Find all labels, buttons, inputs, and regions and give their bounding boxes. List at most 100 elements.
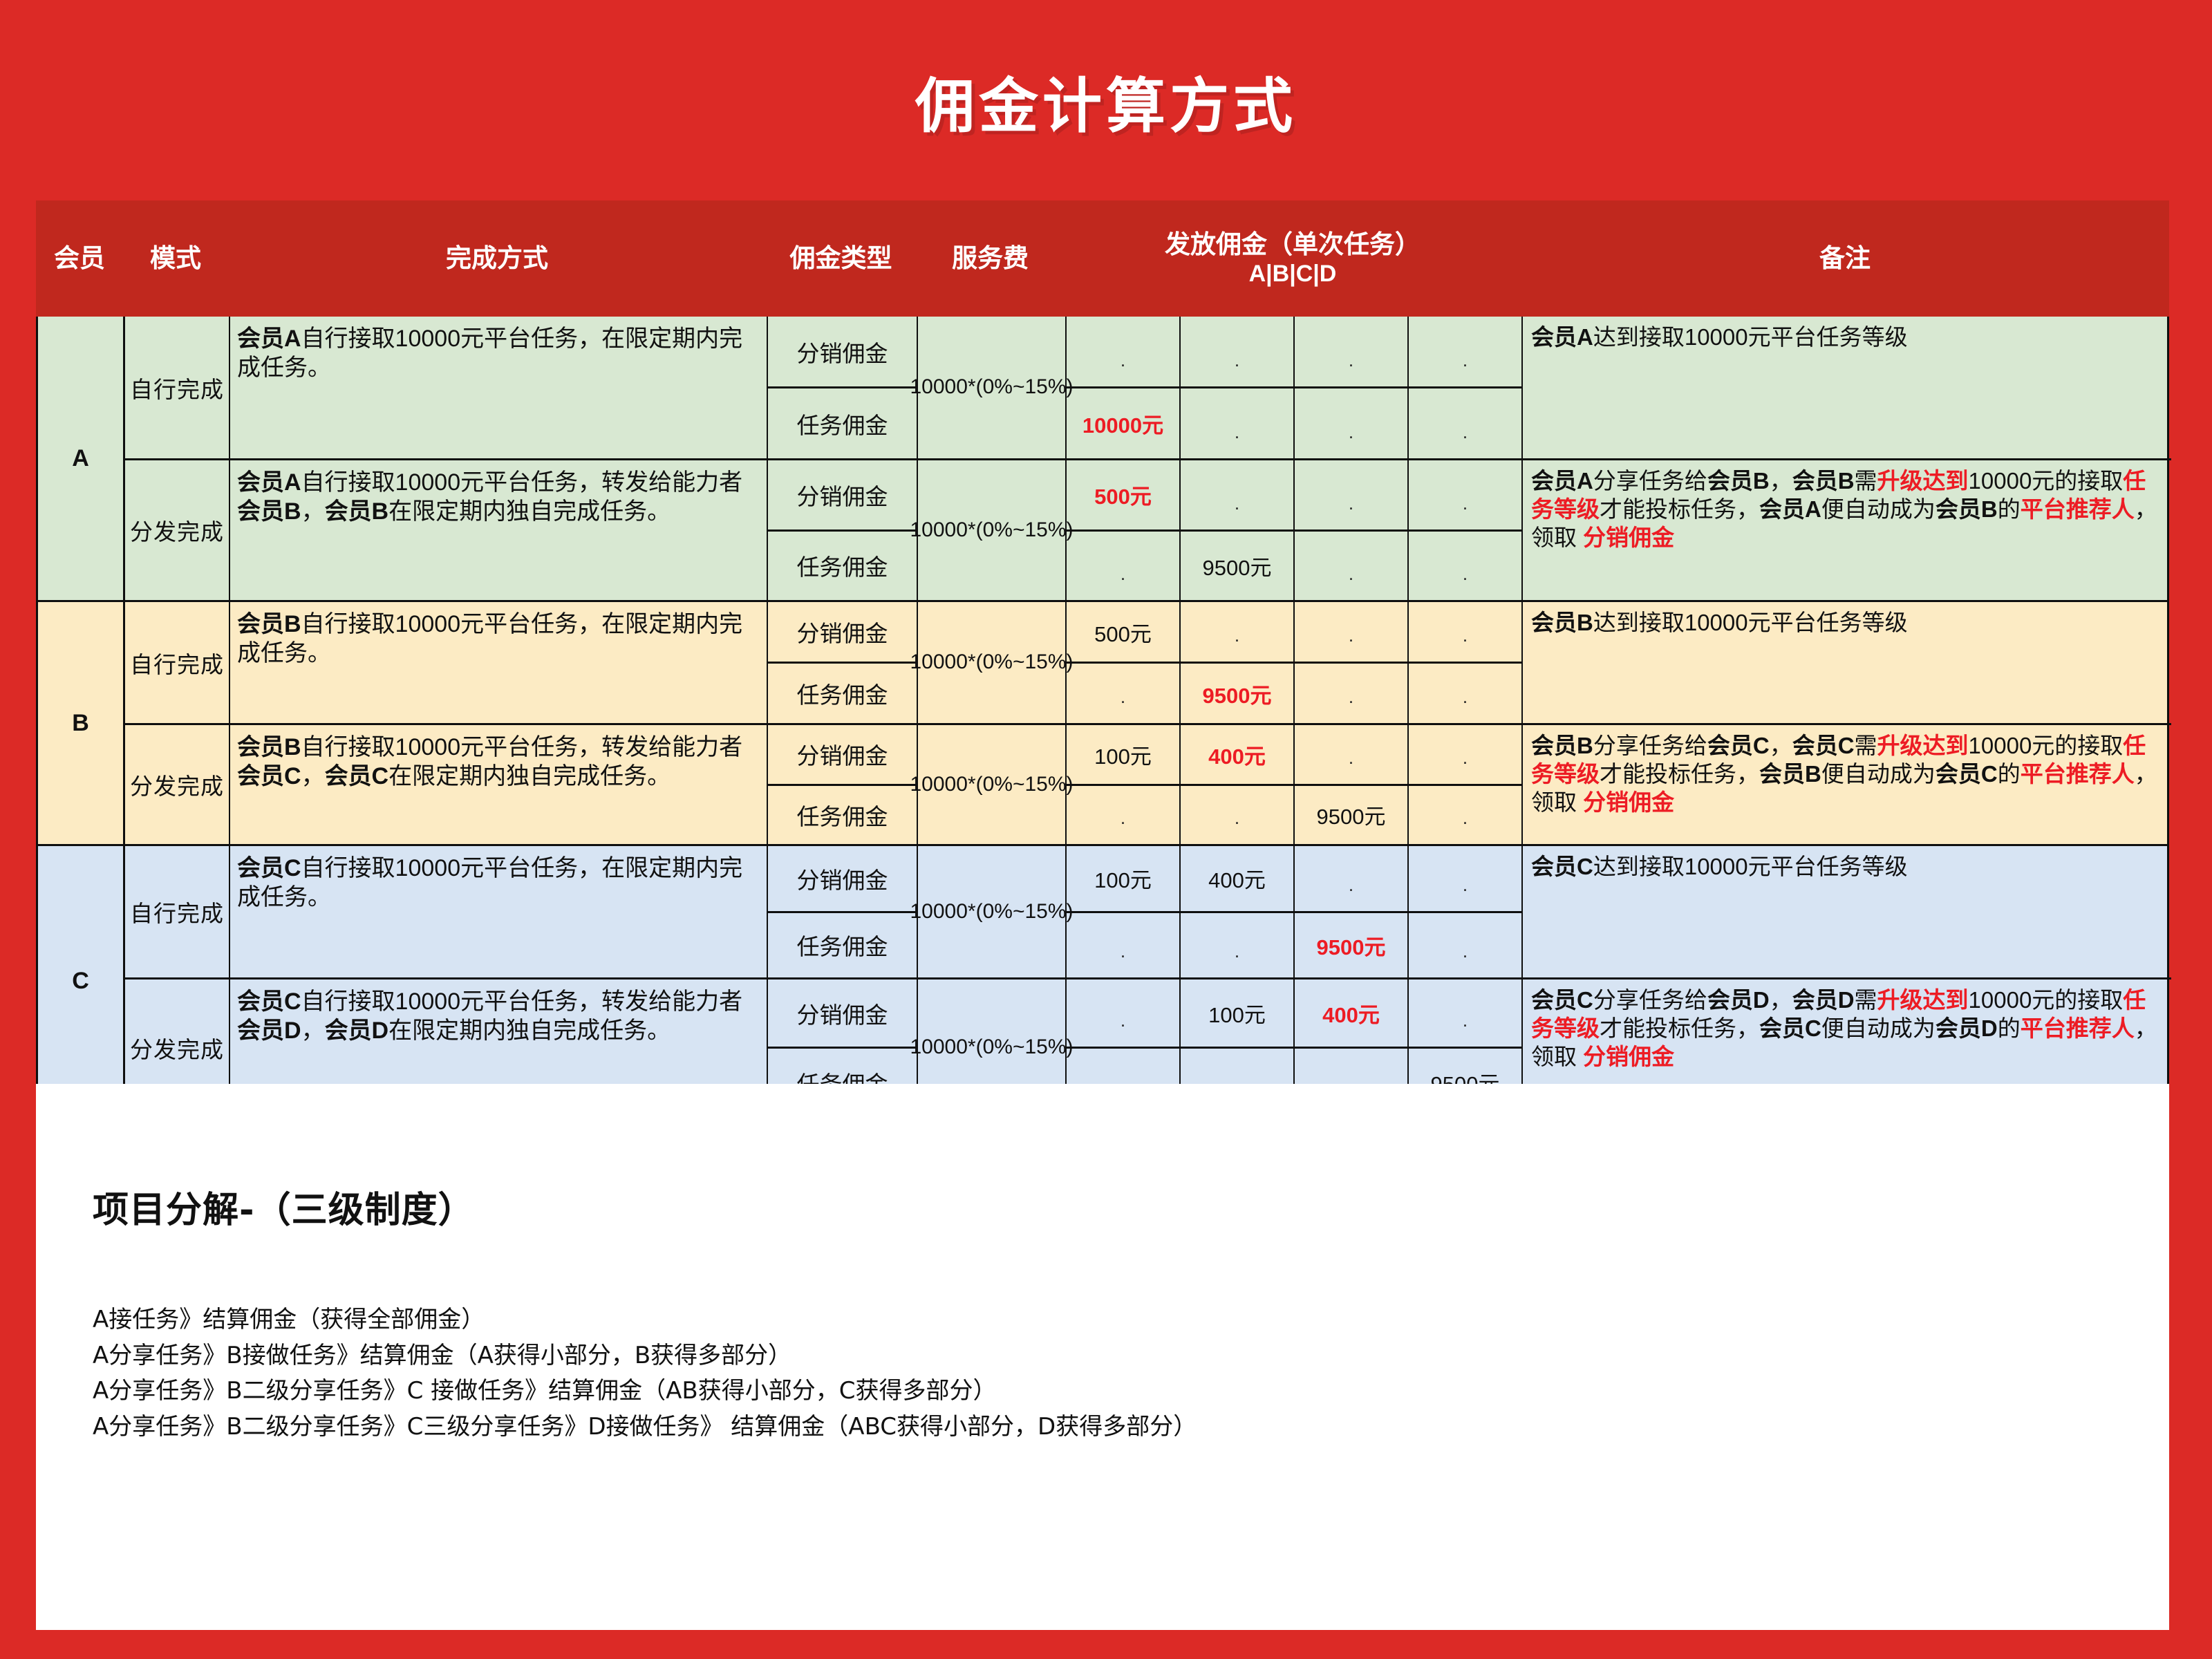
commission-type-cell: 任务佣金 bbox=[768, 783, 917, 845]
header-payout-sub: A|B|C|D bbox=[1248, 260, 1337, 287]
payout-col: 500元.... 9500元.. bbox=[1067, 602, 1523, 723]
payout-cell-A: 10000元 bbox=[1067, 388, 1181, 458]
payout-cell-B: . bbox=[1181, 912, 1295, 977]
payout-cell-A: 500元 bbox=[1067, 460, 1181, 529]
member-label: B bbox=[38, 602, 125, 844]
remark-col: 会员B分享任务给会员C，会员C需升级达到10000元的接取任务等级才能投标任务，… bbox=[1523, 725, 2171, 844]
payout-cell-C: . bbox=[1295, 531, 1409, 600]
commission-type-cell: 分销佣金 bbox=[796, 1002, 888, 1028]
commission-type-col: 分销佣金任务佣金 bbox=[768, 602, 918, 723]
payout-row: 100元 400元.. bbox=[1067, 846, 1523, 911]
payout-cell-A: . bbox=[1067, 785, 1181, 844]
payout-col: 100元 400元.... 9500元. bbox=[1067, 725, 1523, 844]
payout-cell-B: 400元 bbox=[1181, 846, 1295, 911]
commission-type-cell: 分销佣金 bbox=[796, 743, 888, 769]
payout-row: 500元... bbox=[1067, 460, 1523, 529]
payout-cell-A: . bbox=[1067, 912, 1181, 977]
service-fee-line1: 10000* bbox=[910, 375, 976, 399]
table-header-row: 会员 模式 完成方式 佣金类型 服务费 发放佣金（单次任务） A|B|C|D 备… bbox=[36, 200, 2169, 317]
payout-cell-B: . bbox=[1181, 785, 1295, 844]
payout-cell-D: . bbox=[1409, 317, 1523, 386]
payout-cell-B: . bbox=[1181, 602, 1295, 662]
payout-col: .... 10000元... bbox=[1067, 317, 1523, 458]
service-fee-line2: (0%~15%) bbox=[975, 518, 1074, 541]
header-payout-main: 发放佣金（单次任务） bbox=[1165, 230, 1421, 259]
service-fee-cell: 10000* (0%~15%) bbox=[910, 846, 1074, 977]
table-body: A 自行完成 会员A自行接取10000元平台任务，在限定期内完成任务。 分销佣金 任务佣… bbox=[36, 317, 2171, 1120]
remark-col: 会员A分享任务给会员B，会员B需升级达到10000元的接取任务等级才能投标任务，… bbox=[1523, 460, 2171, 600]
payout-cell-C: . bbox=[1295, 664, 1409, 723]
payout-row: .. 9500元. bbox=[1067, 910, 1523, 977]
member-label: C bbox=[38, 846, 125, 1116]
payout-cell-D: . bbox=[1409, 531, 1523, 600]
member-label: A bbox=[38, 317, 125, 600]
member-block-C: C 自行完成 会员C自行接取10000元平台任务，在限定期内完成任务。 分销佣金 任务佣… bbox=[38, 844, 2171, 1116]
payout-cell-D: . bbox=[1409, 664, 1523, 723]
payout-cell-D: . bbox=[1409, 460, 1523, 529]
mode-label: 分发完成 bbox=[125, 460, 230, 600]
mode-row: 自行完成 会员B自行接取10000元平台任务，在限定期内完成任务。 分销佣金 任务佣金… bbox=[125, 602, 2171, 723]
payout-cell-D: . bbox=[1409, 725, 1523, 784]
service-fee-line2: (0%~15%) bbox=[975, 375, 1074, 399]
title-bar: 佣金计算方式 bbox=[0, 0, 2212, 200]
mode-row: 自行完成 会员A自行接取10000元平台任务，在限定期内完成任务。 分销佣金 任务佣金… bbox=[125, 317, 2171, 458]
header-member: 会员 bbox=[54, 244, 105, 273]
service-fee-cell: 10000* (0%~15%) bbox=[910, 460, 1074, 600]
mode-label: 自行完成 bbox=[125, 846, 230, 977]
mode-group: 自行完成 会员C自行接取10000元平台任务，在限定期内完成任务。 分销佣金 任务佣金… bbox=[125, 846, 2171, 1116]
service-fee-line1: 10000* bbox=[910, 899, 976, 923]
service-fee-line2: (0%~15%) bbox=[975, 1035, 1074, 1059]
commission-type-cell: 任务佣金 bbox=[768, 529, 917, 601]
mode-label: 自行完成 bbox=[125, 602, 230, 723]
payout-cell-A: . bbox=[1067, 664, 1181, 723]
remark-col: 会员A达到接取10000元平台任务等级 bbox=[1523, 317, 2171, 458]
header-payout: 发放佣金（单次任务） A|B|C|D bbox=[1065, 200, 1521, 317]
breakdown-line: A分享任务》B二级分享任务》C三级分享任务》D接做任务》 结算佣金（ABC获得小… bbox=[93, 1413, 1197, 1441]
payout-cell-B: 9500元 bbox=[1181, 531, 1295, 600]
remark-col: 会员C分享任务给会员D，会员D需升级达到10000元的接取任务等级才能投标任务，… bbox=[1523, 980, 2171, 1116]
payout-row: . 100元 400元. bbox=[1067, 980, 1523, 1047]
remark-cell: 会员B分享任务给会员C，会员C需升级达到10000元的接取任务等级才能投标任务，… bbox=[1531, 733, 2157, 815]
payout-cell-C: 9500元 bbox=[1295, 912, 1409, 977]
payout-cell-D: . bbox=[1409, 980, 1523, 1047]
remark-col: 会员C达到接取10000元平台任务等级 bbox=[1523, 846, 2171, 977]
remark-cell: 会员A分享任务给会员B，会员B需升级达到10000元的接取任务等级才能投标任务，… bbox=[1531, 468, 2157, 550]
header-mode: 模式 bbox=[150, 244, 201, 273]
mode-label: 分发完成 bbox=[125, 725, 230, 844]
page-title: 佣金计算方式 bbox=[915, 71, 1297, 141]
method-cell: 会员B自行接取10000元平台任务，在限定期内完成任务。 bbox=[230, 602, 768, 723]
commission-type-cell: 分销佣金 bbox=[796, 340, 888, 366]
member-block-A: A 自行完成 会员A自行接取10000元平台任务，在限定期内完成任务。 分销佣金 任务佣… bbox=[38, 317, 2171, 601]
commission-type-cell: 任务佣金 bbox=[768, 386, 917, 458]
payout-cell-A: 100元 bbox=[1067, 846, 1181, 911]
payout-col: 100元 400元.... 9500元. bbox=[1067, 846, 1523, 977]
service-fee-cell: 10000* (0%~15%) bbox=[910, 317, 1074, 458]
service-fee-line1: 10000* bbox=[910, 650, 976, 674]
breakdown-panel: 项目分解-（三级制度） A接任务》结算佣金（获得全部佣金） A分享任务》B接做任务… bbox=[36, 1084, 2169, 1630]
mode-row: 自行完成 会员C自行接取10000元平台任务，在限定期内完成任务。 分销佣金 任务佣金… bbox=[125, 846, 2171, 977]
method-cell: 会员A自行接取10000元平台任务，在限定期内完成任务。 bbox=[230, 317, 768, 458]
commission-type-cell: 任务佣金 bbox=[768, 662, 917, 723]
service-fee-cell: 10000* (0%~15%) bbox=[910, 725, 1074, 844]
payout-cell-C: 9500元 bbox=[1295, 785, 1409, 844]
payout-cell-A: . bbox=[1067, 980, 1181, 1047]
payout-cell-A: 500元 bbox=[1067, 602, 1181, 662]
payout-cell-A: 100元 bbox=[1067, 725, 1181, 784]
payout-cell-C: . bbox=[1295, 846, 1409, 911]
service-fee-line1: 10000* bbox=[910, 1035, 976, 1059]
member-block-B: B 自行完成 会员B自行接取10000元平台任务，在限定期内完成任务。 分销佣金 任务佣… bbox=[38, 600, 2171, 845]
service-fee-line1: 10000* bbox=[910, 518, 976, 541]
payout-row: . 9500元.. bbox=[1067, 662, 1523, 723]
breakdown-line: A接任务》结算佣金（获得全部佣金） bbox=[93, 1306, 485, 1333]
payout-cell-C: . bbox=[1295, 317, 1409, 386]
payout-row: .... bbox=[1067, 317, 1523, 386]
payout-row: 500元... bbox=[1067, 602, 1523, 662]
commission-type-cell: 分销佣金 bbox=[796, 621, 888, 646]
service-fee-line2: (0%~15%) bbox=[975, 772, 1074, 796]
payout-cell-D: . bbox=[1409, 388, 1523, 458]
payout-cell-B: . bbox=[1181, 317, 1295, 386]
method-cell: 会员C自行接取10000元平台任务，在限定期内完成任务。 bbox=[230, 846, 768, 977]
commission-type-cell: 分销佣金 bbox=[796, 483, 888, 509]
method-cell: 会员C自行接取10000元平台任务，转发给能力者会员D，会员D在限定期内独自完成… bbox=[230, 980, 768, 1116]
method-cell: 会员B自行接取10000元平台任务，转发给能力者会员C，会员C在限定期内独自完成… bbox=[230, 725, 768, 844]
